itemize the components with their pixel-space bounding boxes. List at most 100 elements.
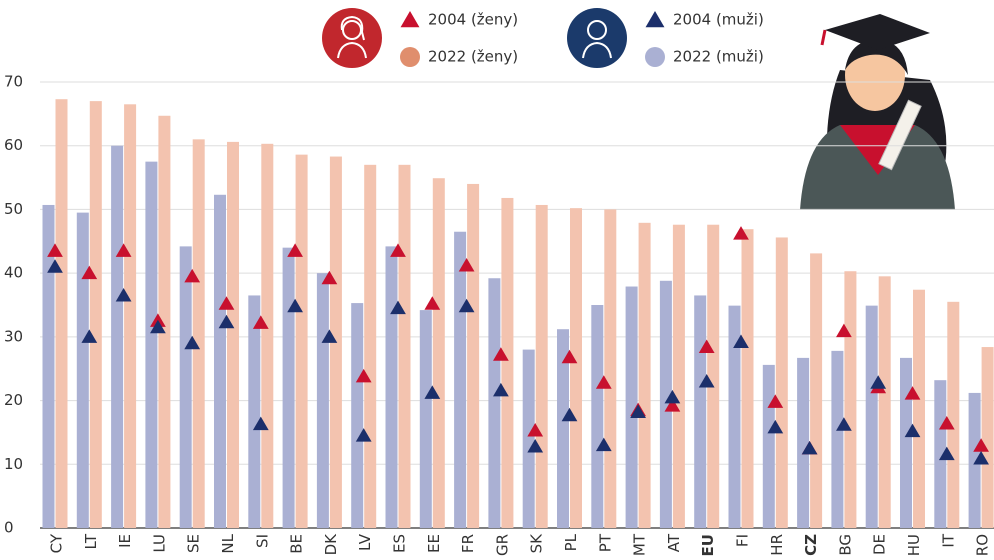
bar <box>797 357 810 528</box>
triangle-marker <box>595 437 612 452</box>
men-icon-head <box>587 20 607 40</box>
legend-label: 2004 (muži) <box>673 11 764 29</box>
triangle-marker <box>115 287 132 302</box>
bar <box>557 329 569 528</box>
bar <box>432 178 445 529</box>
bar <box>981 347 994 528</box>
triangle-marker <box>184 268 201 283</box>
bar <box>179 246 192 528</box>
bar <box>398 164 411 529</box>
triangle-marker <box>630 404 646 419</box>
x-tick-label: MT <box>631 533 649 556</box>
bar <box>831 350 844 528</box>
y-tick-label: 50 <box>4 200 23 218</box>
triangle-marker <box>904 423 921 438</box>
triangle-marker <box>81 329 98 343</box>
bar <box>214 194 226 528</box>
x-tick-label: HR <box>768 534 786 556</box>
bar <box>454 231 467 528</box>
triangle-marker <box>321 270 338 285</box>
x-tick-label: BG <box>836 534 854 556</box>
legend-marker <box>400 47 420 67</box>
x-tick-label: GR <box>493 534 511 556</box>
bar <box>124 104 137 529</box>
triangle-marker <box>458 257 475 272</box>
bar <box>282 247 295 528</box>
bar <box>89 101 102 528</box>
x-tick-label: SE <box>185 534 203 553</box>
bar <box>865 305 878 528</box>
bar <box>364 164 377 529</box>
triangle-marker <box>424 296 441 310</box>
bar <box>295 154 308 529</box>
bar <box>810 253 823 529</box>
triangle-marker <box>767 394 784 408</box>
bar <box>707 224 720 528</box>
bar <box>900 357 912 528</box>
bar <box>913 289 925 528</box>
triangle-marker <box>664 389 681 404</box>
bar <box>638 222 651 528</box>
legend-marker <box>645 47 665 67</box>
legend-label: 2022 (ženy) <box>428 48 518 66</box>
triangle-marker <box>47 259 63 273</box>
x-tick-label: SI <box>253 534 271 548</box>
x-tick-label: ES <box>391 534 409 553</box>
triangle-marker <box>493 382 509 397</box>
y-tick-label: 20 <box>4 391 23 409</box>
bangs <box>845 39 908 75</box>
bar <box>351 303 364 528</box>
x-tick-label: FI <box>734 534 752 547</box>
bar <box>535 204 548 528</box>
triangle-marker <box>801 440 818 455</box>
bar <box>934 380 947 528</box>
legend-marker <box>400 11 420 28</box>
triangle-marker <box>836 323 852 338</box>
x-tick-label: DK <box>322 533 340 556</box>
x-tick-label: HU <box>905 534 923 556</box>
x-tick-label: PT <box>596 533 614 552</box>
triangle-marker <box>733 226 749 240</box>
triangle-marker <box>150 319 166 334</box>
triangle-marker <box>81 265 98 280</box>
triangle-marker <box>355 428 372 442</box>
x-tick-label: LT <box>82 533 100 549</box>
bar <box>968 392 981 528</box>
illustration <box>800 14 955 210</box>
diploma <box>878 99 922 171</box>
bar <box>316 273 329 528</box>
triangle-marker <box>733 334 749 348</box>
x-tick-label: PL <box>562 533 580 551</box>
triangle-marker <box>527 438 544 453</box>
triangle-marker <box>698 373 715 388</box>
triangle-marker <box>287 298 303 313</box>
y-tick-label: 70 <box>4 73 23 91</box>
x-tick-label: IT <box>939 533 957 547</box>
triangle-marker <box>904 386 921 400</box>
triangle-marker <box>252 416 269 431</box>
triangle-marker <box>252 315 269 329</box>
men-icon-body <box>582 41 612 59</box>
triangle-marker <box>218 296 235 310</box>
triangle-marker <box>218 314 235 329</box>
triangle-marker <box>184 335 201 350</box>
triangle-marker <box>664 398 681 412</box>
bar <box>111 145 124 528</box>
bar <box>672 224 685 528</box>
x-tick-label: DE <box>871 534 889 555</box>
triangle-marker <box>938 446 955 461</box>
triangle-marker <box>973 451 989 465</box>
x-tick-label: EE <box>425 534 443 553</box>
bar <box>844 271 857 528</box>
triangle-marker <box>767 419 784 434</box>
triangle-marker <box>321 329 338 343</box>
x-tick-label: LU <box>150 534 168 553</box>
bar <box>947 301 960 528</box>
bar <box>570 208 582 528</box>
bar <box>694 295 707 528</box>
x-tick-label: FR <box>459 534 477 553</box>
bar <box>878 276 891 528</box>
triangle-marker <box>527 423 544 437</box>
bar <box>775 237 788 528</box>
